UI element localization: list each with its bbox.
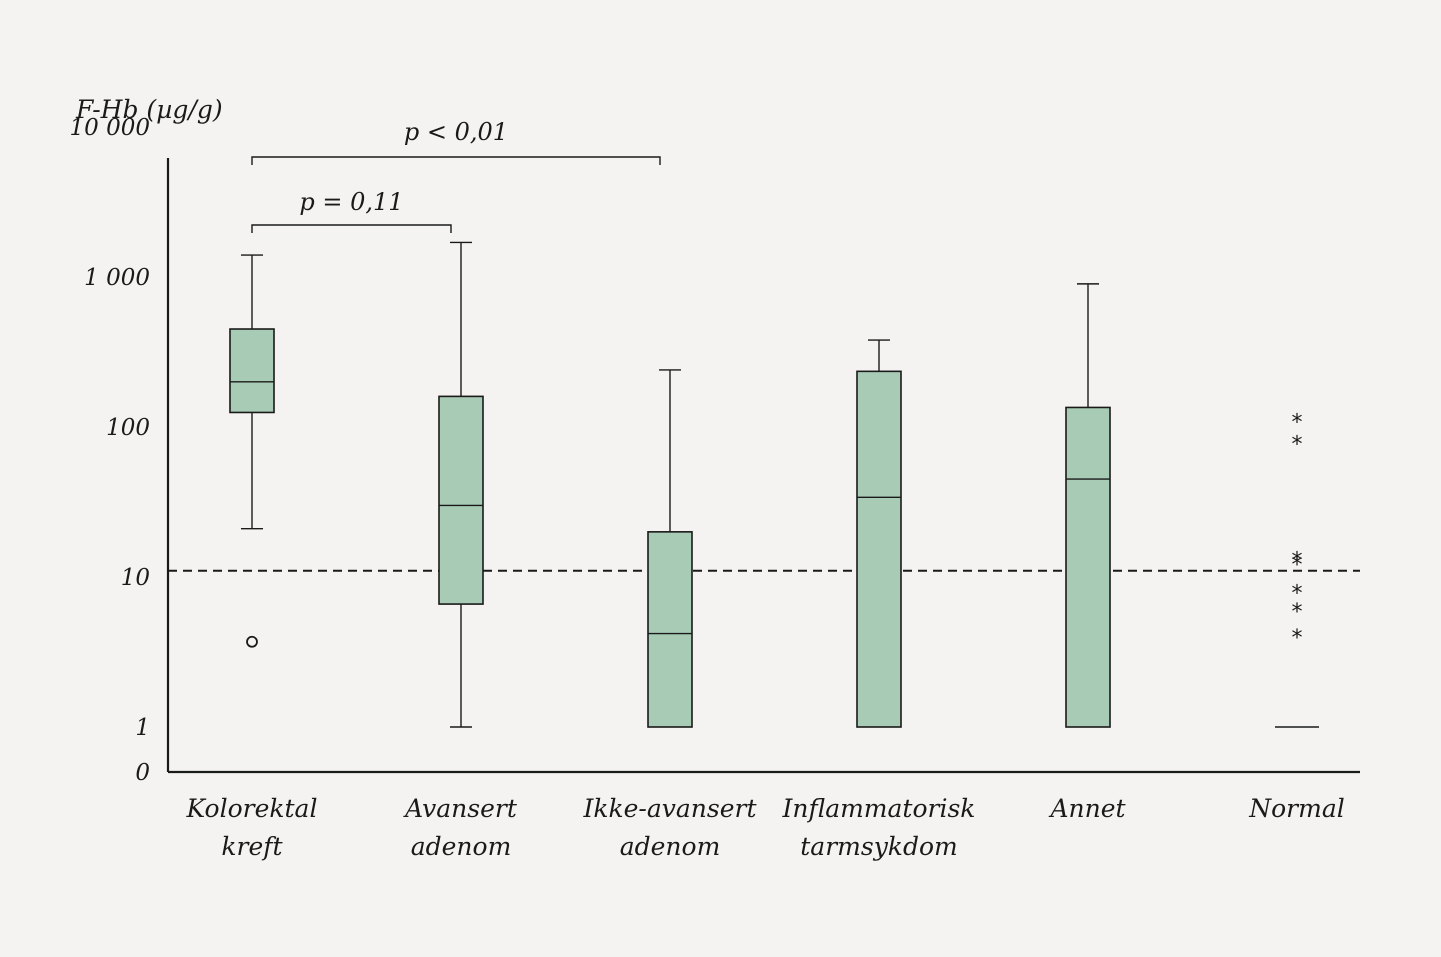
comparison-bracket: p = 0,11 <box>251 188 452 233</box>
iqr-box <box>229 328 275 414</box>
category-label: tarmsykdom <box>800 832 957 861</box>
outlier-star: * <box>1292 582 1303 607</box>
y-tick-label: 100 <box>106 415 150 441</box>
category-label: Normal <box>1248 794 1344 823</box>
box-group-inflammatorisk <box>856 339 902 728</box>
iqr-box <box>647 531 693 728</box>
iqr-box <box>856 370 902 728</box>
iqr-box <box>1065 406 1111 728</box>
bracket-line <box>251 156 661 165</box>
y-tick-label: 1 000 <box>84 265 150 291</box>
p-value-label: p = 0,11 <box>299 188 403 216</box>
box-group-avansert <box>438 241 484 728</box>
category-label: adenom <box>620 832 721 861</box>
category-label: Avansert <box>403 794 518 823</box>
category-label: Ikke-avansert <box>582 794 757 823</box>
y-tick-label: 10 <box>121 565 150 591</box>
category-label: Annet <box>1048 794 1126 823</box>
box-group-kolorektal <box>229 254 275 648</box>
y-tick-label: 10 000 <box>70 115 150 141</box>
outlier-star: * <box>1292 600 1303 625</box>
outlier-star: * <box>1292 411 1303 436</box>
category-label: adenom <box>411 832 512 861</box>
bracket-line <box>251 224 452 233</box>
box-group-normal: ******* <box>1275 411 1319 728</box>
comparison-bracket: p < 0,01 <box>251 118 661 165</box>
iqr-box <box>438 395 484 605</box>
y-tick-label: 1 <box>135 715 150 741</box>
box-group-ikke-avansert <box>647 369 693 728</box>
y-axis-label: F-Hb (µg/g) <box>75 95 223 124</box>
outlier-star: * <box>1292 548 1303 573</box>
category-label: Kolorektal <box>186 794 318 823</box>
outlier-star: * <box>1292 433 1303 458</box>
outlier-circle <box>246 635 258 648</box>
y-tick-label: 0 <box>135 760 150 786</box>
box-group-annet <box>1065 283 1111 728</box>
category-label: Inflammatorisk <box>782 794 976 823</box>
outlier-star: * <box>1292 626 1303 651</box>
outlier-star: * <box>1292 553 1303 578</box>
p-value-label: p < 0,01 <box>404 118 508 146</box>
category-label: kreft <box>221 832 283 861</box>
